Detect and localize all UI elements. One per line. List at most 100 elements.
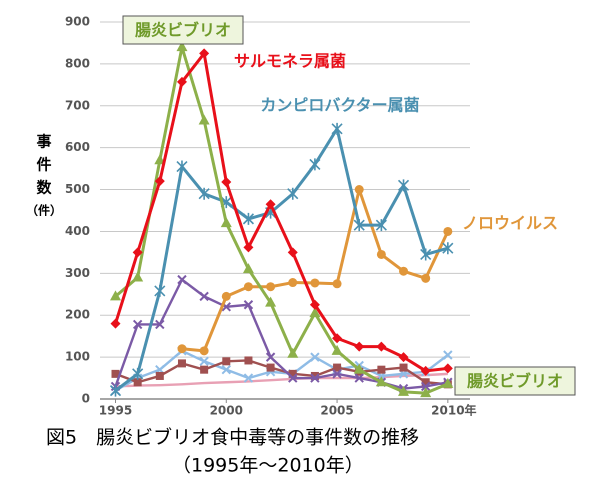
marker (176, 160, 188, 173)
series-label: サルモネラ属菌 (234, 52, 346, 71)
marker (177, 274, 187, 285)
marker (310, 352, 320, 362)
marker (310, 373, 320, 383)
marker (243, 242, 254, 253)
marker (332, 333, 343, 344)
marker (398, 352, 409, 363)
marker (199, 346, 209, 356)
marker (199, 356, 209, 367)
y-tick-label: 600 (65, 140, 90, 154)
marker (155, 319, 165, 330)
marker (109, 384, 122, 397)
y-tick-label: 200 (65, 308, 90, 322)
marker (199, 291, 209, 302)
series-line (114, 51, 449, 373)
marker (331, 122, 343, 135)
marker (288, 373, 298, 383)
marker (420, 365, 431, 376)
marker (420, 381, 431, 392)
marker (310, 278, 320, 288)
marker (132, 319, 143, 330)
y-tick-label: 500 (65, 182, 90, 196)
marker (399, 363, 408, 372)
marker (332, 279, 342, 289)
marker (353, 363, 365, 374)
marker (265, 199, 276, 210)
y-axis-label: 件 (36, 156, 51, 174)
marker (221, 177, 232, 188)
marker (331, 344, 343, 355)
y-tick-label: 700 (65, 98, 90, 112)
marker (443, 350, 453, 360)
marker (154, 284, 166, 297)
caption-line: 図5 腸炎ビブリオ食中毒等の事件数の推移 (46, 426, 419, 449)
series-label: 腸炎ビブリオ (467, 372, 563, 391)
y-axis-label: 事 (36, 133, 51, 151)
marker (242, 263, 254, 274)
marker (111, 369, 120, 378)
marker (353, 219, 365, 232)
marker (154, 154, 166, 165)
marker (265, 296, 277, 307)
marker (176, 41, 188, 52)
marker (243, 300, 254, 310)
y-tick-label: 400 (65, 224, 90, 238)
x-tick-label: 1995 (99, 404, 132, 418)
series-line (114, 278, 449, 390)
marker (398, 385, 410, 396)
marker (309, 307, 321, 318)
marker (333, 363, 342, 372)
marker (110, 318, 121, 329)
marker (177, 344, 187, 354)
series-label: 腸炎ビブリオ (135, 21, 231, 40)
y-tick-label: 0 (82, 392, 90, 406)
series-label: ノロウイルス (462, 214, 558, 233)
marker (288, 369, 297, 378)
label-box (122, 15, 244, 45)
marker (354, 373, 364, 383)
marker (376, 249, 386, 259)
label-box (454, 366, 576, 396)
marker (176, 76, 187, 87)
marker (287, 247, 298, 258)
marker (442, 377, 454, 388)
marker (221, 364, 231, 375)
marker (243, 282, 253, 292)
x-tick-label: 2000 (210, 404, 243, 418)
series-label: カンピロバクター属菌 (260, 96, 419, 115)
marker (288, 278, 298, 288)
y-tick-label: 800 (65, 56, 90, 70)
series-line (115, 359, 448, 386)
marker (420, 387, 432, 398)
marker (397, 179, 410, 192)
marker (354, 185, 364, 195)
marker (242, 212, 255, 225)
marker (132, 247, 143, 258)
marker (442, 363, 453, 374)
marker (265, 352, 276, 362)
marker (221, 291, 231, 301)
x-tick-label: 2005 (320, 404, 353, 418)
marker (309, 158, 321, 171)
marker (177, 359, 186, 368)
marker (243, 373, 254, 383)
marker (198, 114, 210, 125)
series-line (114, 349, 449, 392)
marker (132, 367, 144, 380)
series-line (181, 188, 450, 353)
marker (287, 187, 299, 200)
marker (399, 266, 409, 276)
y-tick-label: 900 (65, 15, 90, 29)
marker (266, 282, 276, 292)
marker (155, 371, 164, 380)
marker (443, 226, 453, 236)
marker (421, 273, 431, 283)
marker (199, 48, 210, 59)
marker (354, 341, 365, 352)
caption-line: （1995年～2010年） (172, 455, 364, 477)
series-line (114, 45, 449, 395)
y-tick-label: 100 (65, 350, 90, 364)
y-axis-label: （件） (26, 203, 62, 218)
marker (198, 187, 210, 200)
